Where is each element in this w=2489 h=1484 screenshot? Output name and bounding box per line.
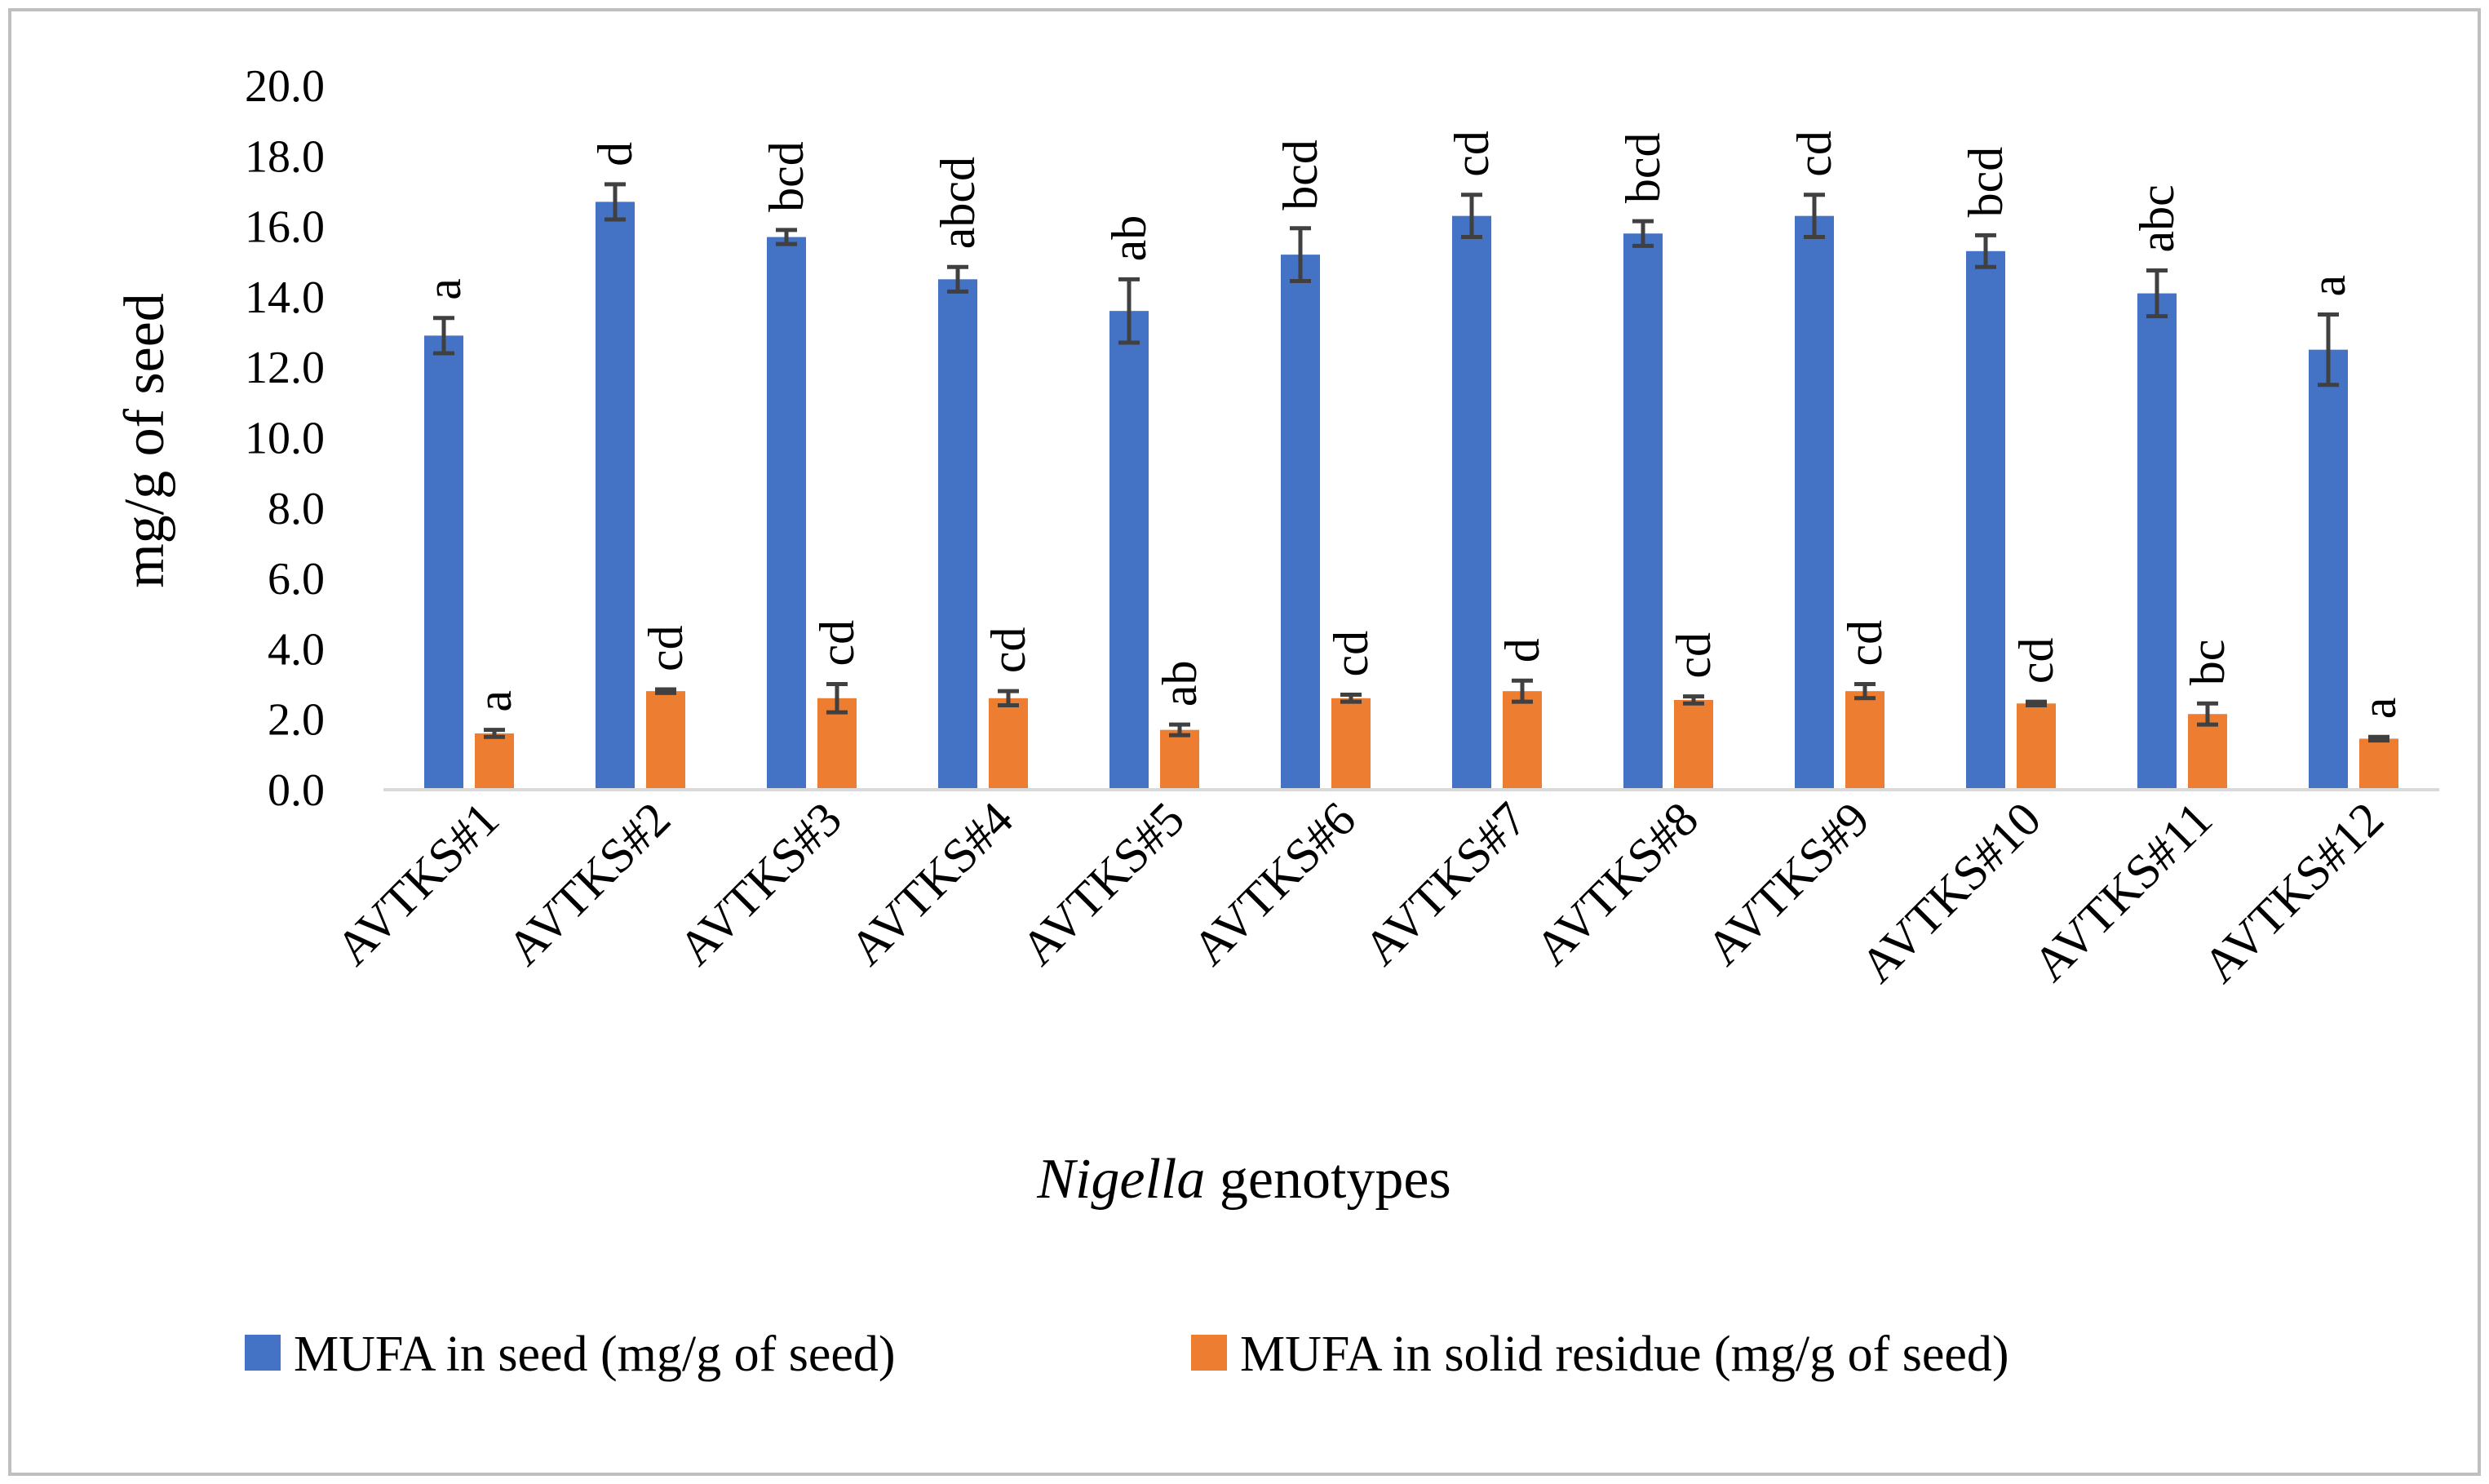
sig-letter-seed: bcd: [1616, 132, 1670, 203]
y-tick-label: 12.0: [245, 343, 325, 393]
sig-letter-residue: a: [2352, 698, 2406, 720]
bar-seed: [424, 335, 463, 790]
sig-letter-residue: a: [467, 690, 521, 712]
y-tick-label: 10.0: [245, 414, 325, 464]
bar-seed: [2309, 349, 2348, 790]
bar-seed: [767, 237, 806, 790]
legend-swatch-residue: [1191, 1335, 1227, 1371]
legend: MUFA in seed (mg/g of seed) MUFA in soli…: [245, 1327, 2009, 1382]
y-tick-label: 18.0: [245, 131, 325, 182]
x-axis-title-rest: genotypes: [1205, 1148, 1450, 1211]
sig-letter-seed: cd: [1787, 131, 1841, 177]
x-axis-title-italic: Nigella: [1036, 1148, 1205, 1211]
chart-frame: [8, 8, 2481, 1476]
sig-letter-residue: cd: [2009, 637, 2063, 684]
bar-seed: [1452, 215, 1491, 790]
sig-letter-residue: cd: [981, 627, 1035, 674]
bar-residue: [1845, 691, 1884, 790]
sig-letter-residue: cd: [1324, 631, 1378, 677]
sig-letter-residue: d: [1495, 638, 1549, 662]
y-tick-label: 0.0: [268, 765, 325, 816]
sig-letter-seed: a: [2301, 275, 2355, 297]
sig-letter-seed: ab: [1102, 215, 1156, 262]
y-tick-label: 16.0: [245, 202, 325, 253]
y-axis-title: mg/g of seed: [113, 293, 176, 588]
bar-seed: [1966, 250, 2005, 790]
legend-label-residue: MUFA in solid residue (mg/g of seed): [1240, 1327, 2009, 1382]
sig-letter-seed: bcd: [1959, 147, 2013, 218]
sig-letter-residue: cd: [1838, 620, 1892, 667]
y-tick-label: 4.0: [268, 624, 325, 675]
y-tick-label: 2.0: [268, 695, 325, 746]
error-bars: [433, 182, 2389, 743]
bar-seed: [2137, 293, 2177, 791]
sig-letter-seed: bcd: [760, 141, 813, 212]
sig-letter-residue: cd: [810, 620, 864, 667]
y-tick-label: 20.0: [245, 61, 325, 112]
bar-residue: [1503, 691, 1542, 790]
y-tick-label: 6.0: [268, 554, 325, 605]
sig-letter-residue: cd: [1667, 632, 1721, 679]
sig-letter-seed: abc: [2130, 184, 2184, 252]
y-tick-label: 8.0: [268, 484, 325, 534]
bar-residue: [2017, 703, 2056, 790]
significance-letters: a a d cd bcd cd abcd cd ab ab bcd cd cd d bcd cd cd cd bcd…: [417, 131, 2406, 719]
bar-seed: [938, 279, 977, 790]
bar-residue: [475, 733, 514, 790]
sig-letter-seed: d: [588, 142, 642, 166]
bar-residue: [646, 691, 685, 790]
bar-seed: [1281, 255, 1320, 790]
bar-residue: [1160, 729, 1199, 790]
sig-letter-residue: bc: [2181, 640, 2234, 686]
x-axis-title: Nigella genotypes: [1036, 1148, 1450, 1211]
sig-letter-residue: ab: [1153, 661, 1207, 707]
bar-seed: [596, 202, 635, 790]
y-axis-ticks: 0.0 2.0 4.0 6.0 8.0 10.0 12.0 14.0 16.0 18.0 20.0: [245, 61, 325, 816]
bar-seed: [1623, 233, 1663, 791]
sig-letter-seed: a: [417, 278, 471, 300]
bar-seed: [1109, 311, 1149, 790]
legend-swatch-seed: [245, 1335, 281, 1371]
sig-letter-residue: cd: [639, 625, 693, 671]
legend-label-seed: MUFA in seed (mg/g of seed): [294, 1327, 896, 1382]
bar-residue: [1331, 698, 1371, 790]
bars: [424, 202, 2398, 791]
sig-letter-seed: bcd: [1273, 140, 1327, 210]
sig-letter-seed: abcd: [931, 157, 985, 249]
y-tick-label: 14.0: [245, 272, 325, 323]
bar-residue: [2188, 714, 2227, 790]
bar-residue: [2359, 738, 2398, 790]
bar-seed: [1795, 215, 1834, 790]
bar-residue: [989, 698, 1028, 790]
sig-letter-seed: cd: [1445, 131, 1499, 177]
bar-residue: [1674, 699, 1713, 790]
